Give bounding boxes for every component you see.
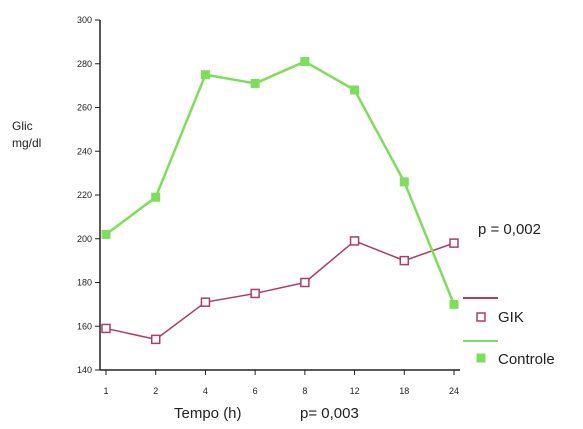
y-ticks: 140 160 180 200 220 240 260 280 300 xyxy=(77,15,100,375)
legend-label-gik: GIK xyxy=(498,309,524,326)
legend-marker-gik xyxy=(476,312,486,322)
y-tick-label: 200 xyxy=(77,234,92,244)
data-point-gik xyxy=(349,236,360,246)
data-point-gik xyxy=(101,323,111,334)
data-point-controle xyxy=(151,192,161,202)
legend-marker-controle xyxy=(476,353,486,363)
series-layer xyxy=(101,57,459,345)
data-point-controle xyxy=(399,177,409,187)
x-tick-label: 24 xyxy=(449,386,459,396)
y-tick-label: 220 xyxy=(77,190,92,200)
x-ticks: 1 2 4 6 8 12 18 24 xyxy=(103,370,459,396)
y-axis-label-line2: mg/dl xyxy=(12,136,41,150)
x-tick-label: 18 xyxy=(399,386,409,396)
data-point-controle xyxy=(449,299,459,309)
series-line-controle xyxy=(105,60,456,305)
data-point-gik xyxy=(200,297,211,307)
x-tick-label: 8 xyxy=(302,386,307,396)
y-tick-label: 180 xyxy=(77,278,92,288)
data-point-controle xyxy=(101,229,111,239)
data-point-controle xyxy=(350,85,360,95)
x-axis-pvalue: p= 0,003 xyxy=(300,405,359,422)
y-axis-label-line1: Glic xyxy=(12,119,33,133)
legend: GIK Controle xyxy=(463,297,555,368)
y-tick-label: 300 xyxy=(77,15,92,25)
y-tick-label: 160 xyxy=(77,321,92,331)
data-point-gik xyxy=(399,255,410,266)
x-tick-label: 2 xyxy=(153,386,158,396)
x-axis-label: Tempo (h) xyxy=(174,405,242,422)
data-point-controle xyxy=(300,57,310,67)
data-point-gik xyxy=(150,334,161,345)
x-tick-label: 12 xyxy=(350,386,360,396)
data-point-controle xyxy=(250,78,260,88)
y-tick-label: 280 xyxy=(77,59,92,69)
x-tick-label: 6 xyxy=(253,386,258,396)
y-tick-label: 140 xyxy=(77,365,92,375)
legend-label-controle: Controle xyxy=(498,351,555,368)
x-tick-label: 1 xyxy=(103,386,108,396)
data-point-gik xyxy=(250,288,260,299)
data-point-controle xyxy=(200,70,210,80)
y-tick-label: 260 xyxy=(77,103,92,113)
y-tick-label: 240 xyxy=(77,146,92,156)
data-point-gik xyxy=(449,238,459,248)
series-pvalue: p = 0,002 xyxy=(478,221,541,238)
x-tick-label: 4 xyxy=(203,386,208,396)
series-line-gik xyxy=(105,240,455,341)
data-point-gik xyxy=(300,277,310,288)
